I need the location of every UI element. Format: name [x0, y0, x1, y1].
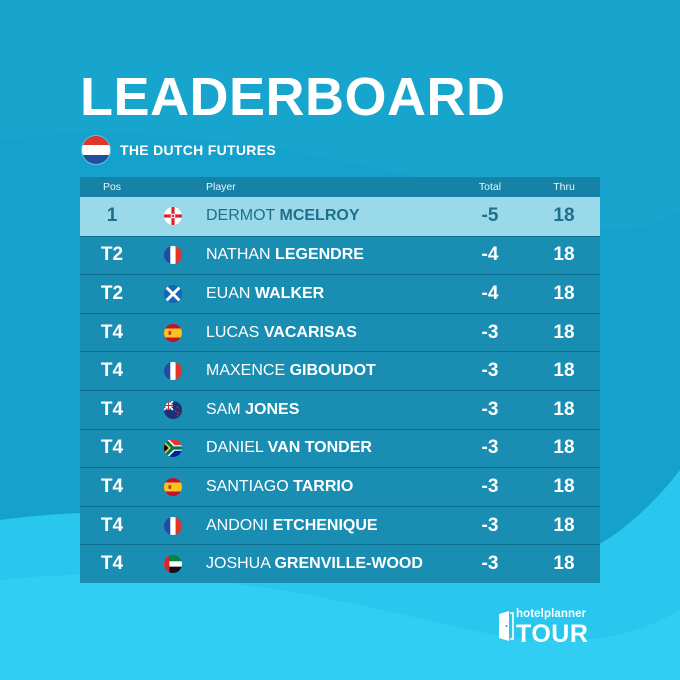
row-pos: T4 [100, 398, 124, 420]
scotland-flag-icon [164, 284, 182, 303]
row-thru: 18 [553, 360, 575, 382]
player-first-name: MAXENCE [206, 362, 286, 380]
row-player: MAXENCE GIBOUDOT [202, 362, 452, 380]
hotelplanner-tour-logo: hotelplanner TOUR [494, 604, 604, 650]
player-first-name: SAM [206, 400, 241, 418]
row-total: -4 [481, 282, 499, 304]
row-pos: T4 [100, 321, 124, 343]
row-player: DANIEL VAN TONDER [202, 439, 452, 457]
row-pos: T4 [100, 514, 124, 536]
row-thru: 18 [553, 514, 575, 536]
row-pos: 1 [106, 205, 118, 227]
france-flag-icon [164, 246, 182, 265]
player-last-name: MCELROY [279, 207, 360, 225]
row-total: -3 [481, 437, 499, 459]
spain-flag-icon [164, 477, 182, 496]
player-last-name: JONES [245, 400, 300, 418]
row-total: -3 [481, 553, 499, 575]
row-total: -3 [481, 514, 499, 536]
row-thru: 18 [553, 205, 575, 227]
row-total: -4 [481, 244, 499, 266]
row-pos: T4 [100, 475, 124, 497]
row-player: JOSHUA GRENVILLE-WOOD [202, 555, 452, 573]
row-pos: T2 [100, 244, 124, 266]
leaderboard-table: Pos Player Total Thru 1 DERMOT MCELROY -… [80, 177, 600, 583]
player-last-name: VAN TONDER [267, 439, 372, 457]
player-last-name: LEGENDRE [275, 246, 364, 264]
player-last-name: ETCHENIQUE [272, 516, 378, 534]
row-thru: 18 [553, 282, 575, 304]
row-thru: 18 [553, 244, 575, 266]
row-pos: T4 [100, 360, 124, 382]
row-player: DERMOT MCELROY [202, 207, 452, 225]
table-header: Pos Player Total Thru [80, 177, 600, 197]
row-player: SAM JONES [202, 401, 452, 419]
row-total: -3 [481, 360, 499, 382]
row-thru: 18 [553, 437, 575, 459]
player-last-name: VACARISAS [263, 323, 357, 341]
player-first-name: JOSHUA [206, 555, 271, 573]
row-total: -3 [481, 321, 499, 343]
table-row: T4 SANTIAGO TARRIO -3 18 [80, 467, 600, 506]
player-first-name: DERMOT [206, 207, 276, 225]
northern-ireland-flag-icon [164, 207, 182, 226]
player-first-name: LUCAS [206, 323, 260, 341]
player-first-name: DANIEL [206, 439, 264, 457]
header-total: Total [478, 181, 502, 193]
row-player: EUAN WALKER [202, 285, 452, 303]
uae-flag-icon [164, 555, 182, 574]
south-africa-flag-icon [164, 439, 182, 458]
header-player: Player [206, 181, 236, 193]
table-row: T4 LUCAS VACARISAS -3 18 [80, 312, 600, 352]
row-player: ANDONI ETCHENIQUE [202, 517, 452, 535]
table-row: T2 NATHAN LEGENDRE -4 18 [80, 235, 600, 275]
row-thru: 18 [553, 321, 575, 343]
spain-flag-icon [164, 323, 182, 342]
row-thru: 18 [553, 398, 575, 420]
event-header: THE DUTCH FUTURES [82, 135, 276, 165]
row-total: -3 [481, 398, 499, 420]
logo-text-tour: TOUR [516, 620, 589, 648]
table-row: T4 JOSHUA GRENVILLE-WOOD -3 18 [80, 544, 600, 583]
netherlands-flag-icon [82, 136, 110, 164]
row-total: -3 [481, 475, 499, 497]
header-pos: Pos [102, 181, 122, 193]
row-pos: T2 [100, 282, 124, 304]
row-pos: T4 [100, 553, 124, 575]
row-thru: 18 [553, 475, 575, 497]
row-player: LUCAS VACARISAS [202, 324, 452, 342]
player-last-name: TARRIO [293, 477, 354, 495]
player-last-name: WALKER [254, 284, 325, 302]
row-pos: T4 [100, 437, 124, 459]
player-first-name: NATHAN [206, 246, 271, 264]
table-row: 1 DERMOT MCELROY -5 18 [80, 197, 600, 236]
row-player: NATHAN LEGENDRE [202, 246, 452, 264]
player-last-name: GIBOUDOT [289, 362, 376, 380]
player-last-name: GRENVILLE-WOOD [274, 555, 423, 573]
france-flag-icon [164, 516, 182, 535]
table-row: T2 EUAN WALKER -4 18 [80, 274, 600, 313]
player-first-name: SANTIAGO [206, 477, 289, 495]
row-total: -5 [481, 205, 499, 227]
logo-text-hotelplanner: hotelplanner [516, 608, 587, 620]
france-flag-icon [164, 362, 182, 381]
table-row: T4 MAXENCE GIBOUDOT -3 18 [80, 351, 600, 390]
player-first-name: ANDONI [206, 516, 269, 534]
header-thru: Thru [553, 181, 575, 193]
table-row: T4 SAM JONES -3 18 [80, 389, 600, 429]
table-row: T4 DANIEL VAN TONDER -3 18 [80, 428, 600, 468]
table-row: T4 ANDONI ETCHENIQUE -3 18 [80, 505, 600, 545]
new-zealand-flag-icon [164, 400, 182, 419]
row-player: SANTIAGO TARRIO [202, 478, 452, 496]
player-first-name: EUAN [206, 284, 251, 302]
page-title: LEADERBOARD [80, 67, 506, 127]
event-name: THE DUTCH FUTURES [120, 142, 276, 158]
door-icon [499, 611, 514, 641]
row-thru: 18 [553, 553, 575, 575]
